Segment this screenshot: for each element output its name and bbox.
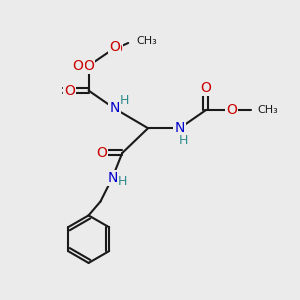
- Text: O: O: [200, 81, 211, 94]
- Text: CH₃: CH₃: [136, 36, 157, 46]
- Text: N: N: [109, 101, 119, 116]
- Text: O: O: [83, 59, 94, 73]
- Text: O: O: [109, 40, 120, 54]
- Text: N: N: [175, 121, 185, 135]
- Text: H: H: [118, 175, 127, 188]
- Text: H: H: [179, 134, 188, 147]
- Text: O: O: [226, 103, 237, 117]
- Text: O: O: [64, 84, 75, 98]
- Text: O: O: [111, 42, 122, 56]
- Text: H: H: [120, 94, 129, 107]
- Text: CH₃: CH₃: [257, 105, 278, 116]
- Text: O: O: [96, 146, 107, 160]
- Text: O: O: [73, 59, 84, 73]
- Text: N: N: [107, 171, 118, 185]
